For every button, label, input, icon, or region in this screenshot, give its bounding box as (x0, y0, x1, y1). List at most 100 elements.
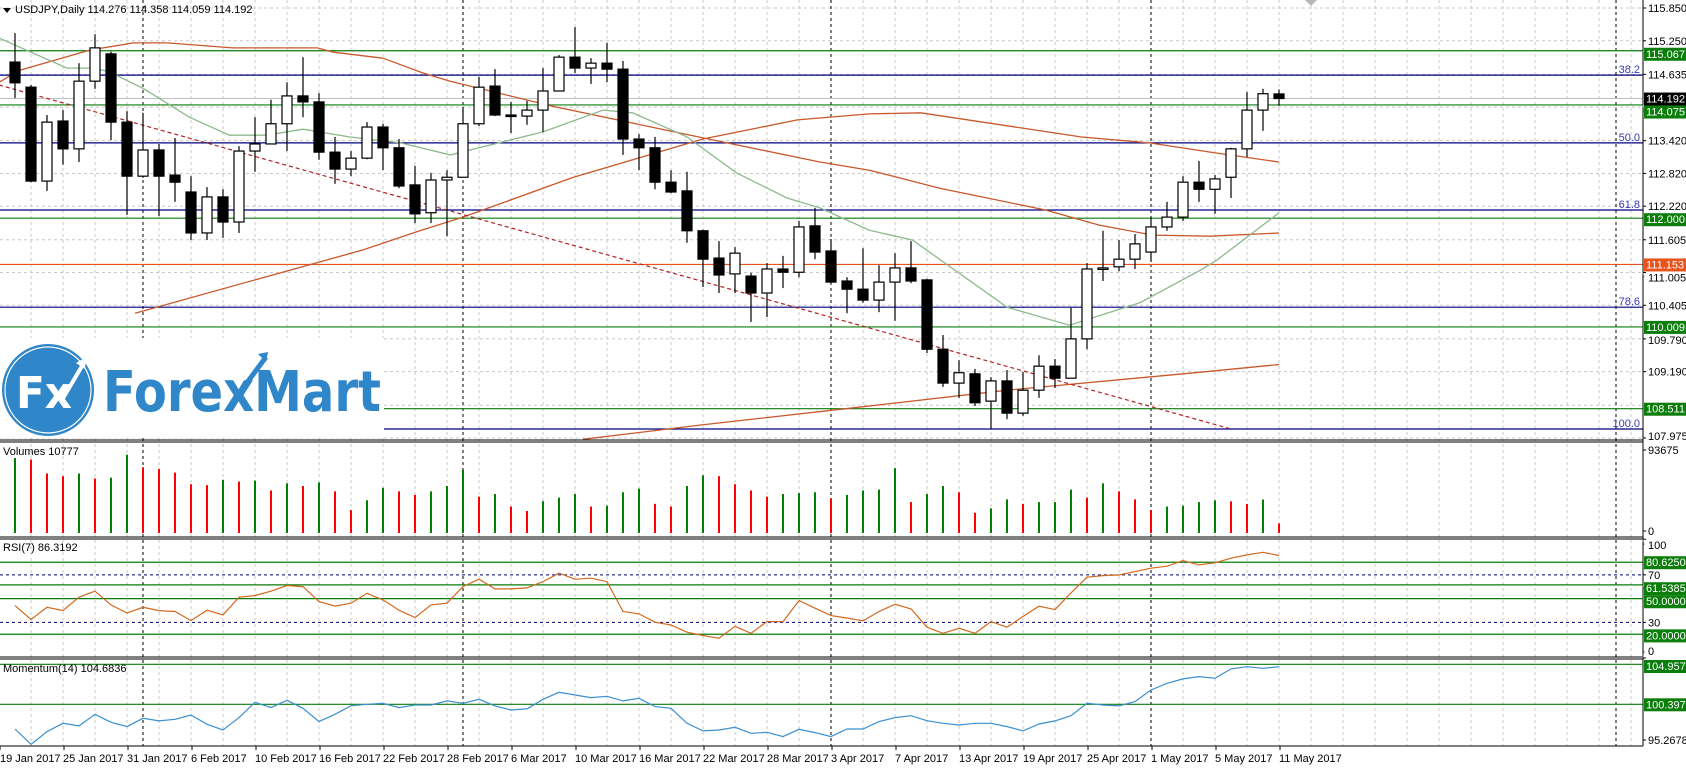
date-axis-label: 31 Jan 2017 (127, 753, 188, 765)
candle[interactable] (697, 229, 709, 288)
candle[interactable] (9, 33, 21, 99)
candle[interactable] (1225, 147, 1237, 199)
candle[interactable] (889, 253, 901, 321)
candle[interactable] (1241, 92, 1253, 158)
candle-body-bearish (489, 85, 501, 116)
candle[interactable] (729, 247, 741, 294)
price-panel[interactable] (0, 27, 1643, 440)
candle[interactable] (41, 115, 53, 191)
candle[interactable] (1113, 240, 1125, 272)
candle[interactable] (1065, 307, 1077, 379)
candle[interactable] (297, 57, 309, 118)
candle[interactable] (1129, 234, 1141, 269)
candle[interactable] (1081, 262, 1093, 350)
candle[interactable] (153, 143, 165, 217)
volume-axis-zero: 0 (1648, 526, 1654, 538)
candle[interactable] (505, 101, 517, 134)
candle[interactable] (553, 54, 565, 92)
candle[interactable] (393, 139, 405, 189)
candle[interactable] (345, 151, 357, 177)
candle[interactable] (761, 262, 773, 318)
candle[interactable] (649, 136, 661, 190)
candle[interactable] (825, 238, 837, 284)
candle[interactable] (1017, 372, 1029, 416)
candle[interactable] (265, 99, 277, 145)
candle[interactable] (249, 117, 261, 172)
candle[interactable] (185, 176, 197, 241)
candle[interactable] (1049, 359, 1061, 389)
candle[interactable] (361, 122, 373, 160)
candle[interactable] (681, 171, 693, 243)
candle[interactable] (329, 136, 341, 184)
candle[interactable] (777, 255, 789, 289)
candle[interactable] (313, 93, 325, 160)
candle[interactable] (873, 265, 885, 313)
candle[interactable] (857, 248, 869, 303)
candle-body-bearish (409, 184, 421, 215)
candle[interactable] (1145, 217, 1157, 262)
candle[interactable] (809, 207, 821, 260)
candle[interactable] (1273, 89, 1285, 106)
candle-body-bearish (633, 138, 645, 149)
candle[interactable] (569, 27, 581, 73)
candle[interactable] (169, 137, 181, 202)
candle[interactable] (521, 100, 533, 125)
candle[interactable] (1193, 160, 1205, 202)
candle[interactable] (585, 58, 597, 84)
candle[interactable] (1001, 369, 1013, 420)
candle[interactable] (793, 220, 805, 278)
candle[interactable] (601, 42, 613, 83)
candle[interactable] (1033, 355, 1045, 398)
candle[interactable] (745, 272, 757, 322)
candle[interactable] (713, 241, 725, 294)
momentum-panel[interactable] (0, 663, 1643, 746)
candle[interactable] (937, 335, 949, 387)
candle[interactable] (57, 110, 69, 165)
date-axis-label: 25 Jan 2017 (63, 753, 124, 765)
candle[interactable] (473, 76, 485, 126)
candle[interactable] (617, 60, 629, 155)
candle[interactable] (905, 241, 917, 284)
level-price-label-badge (1644, 105, 1686, 119)
candle[interactable] (841, 277, 853, 314)
candle[interactable] (633, 134, 645, 171)
date-axis-label: 16 Feb 2017 (319, 753, 381, 765)
candle[interactable] (953, 360, 965, 398)
candle[interactable] (217, 189, 229, 238)
rsi-panel[interactable] (0, 551, 1643, 639)
collapse-triangle-icon[interactable] (3, 8, 11, 13)
date-axis-label: 28 Mar 2017 (767, 753, 829, 765)
candle[interactable] (25, 84, 37, 183)
candle[interactable] (121, 111, 133, 215)
candle[interactable] (89, 34, 101, 89)
chart-shift-marker-icon[interactable] (1305, 0, 1317, 6)
candle[interactable] (457, 106, 469, 178)
candle[interactable] (1161, 201, 1173, 231)
candle-body-bearish (393, 147, 405, 187)
candle[interactable] (409, 165, 421, 224)
candle[interactable] (1257, 88, 1269, 131)
candle-body-bullish (1161, 216, 1173, 228)
candle[interactable] (921, 278, 933, 354)
candle[interactable] (281, 82, 293, 152)
candle[interactable] (985, 377, 997, 429)
candle[interactable] (489, 69, 501, 117)
candle[interactable] (105, 51, 117, 141)
candle[interactable] (73, 63, 85, 162)
candle[interactable] (1097, 230, 1109, 281)
candle[interactable] (1177, 176, 1189, 221)
candle[interactable] (377, 123, 389, 171)
level-price-label: 112.000 (1646, 214, 1685, 226)
candle[interactable] (969, 368, 981, 407)
candle[interactable] (233, 146, 245, 233)
candle[interactable] (441, 170, 453, 237)
candle-body-bullish (345, 157, 357, 170)
volume-panel[interactable] (14, 454, 1280, 533)
candle[interactable] (537, 68, 549, 132)
candle[interactable] (137, 112, 149, 178)
candle[interactable] (425, 172, 437, 224)
candle[interactable] (1209, 175, 1221, 214)
candle[interactable] (201, 187, 213, 241)
candle[interactable] (665, 170, 677, 194)
